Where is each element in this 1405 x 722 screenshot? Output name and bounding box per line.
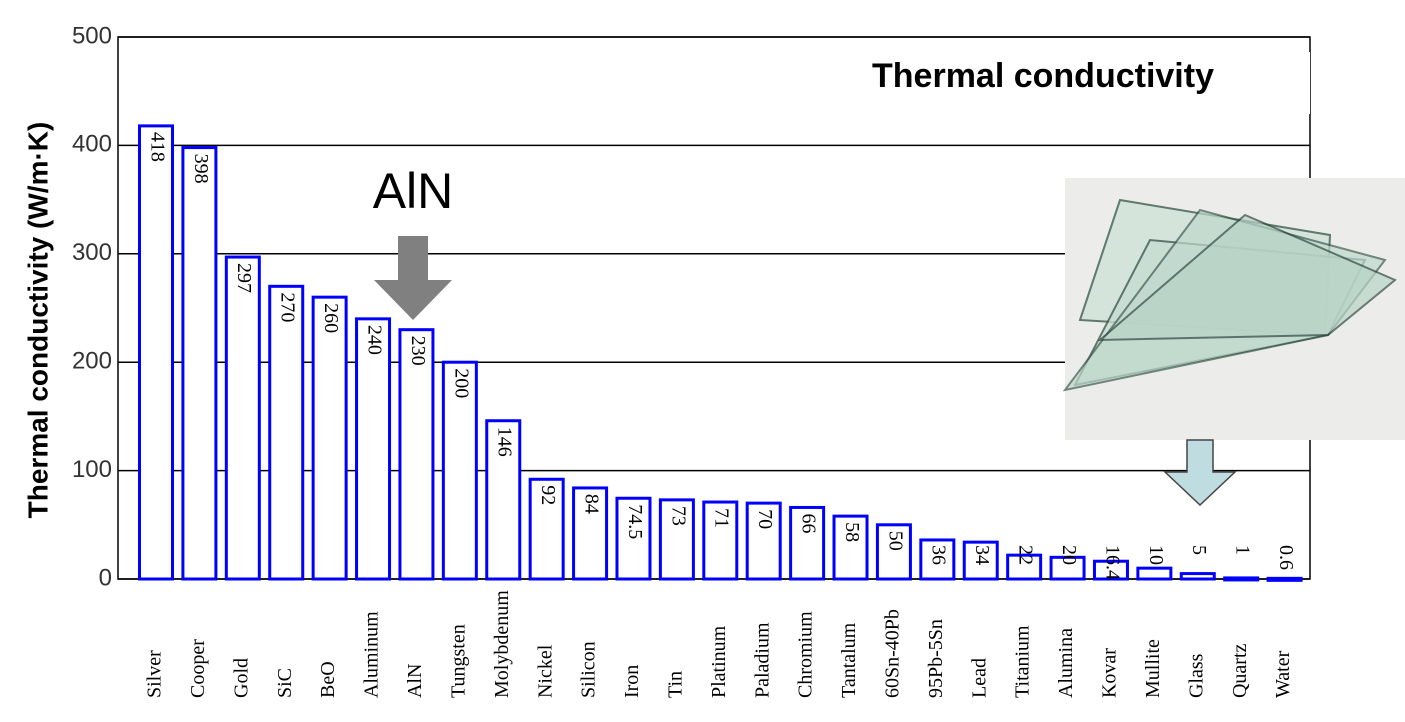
value-label: 0.6 bbox=[1275, 545, 1297, 570]
x-tick-label: Platinum bbox=[708, 625, 730, 698]
value-label: 200 bbox=[450, 368, 472, 398]
chart: 0 100 200 300 400 500 418 Silver 398 Cooper 297 Gol… bbox=[0, 0, 1405, 722]
x-tick-label: AlN bbox=[404, 664, 426, 698]
value-label: 34 bbox=[971, 545, 993, 565]
bar bbox=[1181, 574, 1214, 579]
y-tick-label: 400 bbox=[72, 131, 112, 158]
value-label: 16.4 bbox=[1101, 545, 1123, 580]
y-tick-label: 500 bbox=[72, 22, 112, 49]
y-tick-label: 300 bbox=[72, 239, 112, 266]
x-tick-label: Alumina bbox=[1055, 628, 1077, 698]
value-label: 66 bbox=[798, 513, 820, 533]
value-label: 84 bbox=[580, 494, 602, 514]
x-tick-label: Tungsten bbox=[447, 624, 469, 698]
chart-title: Thermal conductivity bbox=[872, 57, 1214, 95]
x-tick-label: Tantalum bbox=[838, 622, 860, 698]
bar bbox=[270, 286, 303, 579]
x-tick-label: Kovar bbox=[1099, 648, 1121, 698]
y-tick-label: 0 bbox=[99, 564, 112, 591]
x-tick-label: Lead bbox=[968, 658, 990, 698]
value-label: 146 bbox=[494, 427, 516, 457]
x-tick-label: Molybdenum bbox=[491, 590, 513, 698]
value-label: 418 bbox=[146, 132, 168, 162]
bar bbox=[1138, 568, 1171, 579]
x-tick-label: Tin bbox=[664, 671, 686, 698]
x-tick-label: SiC bbox=[274, 668, 296, 698]
x-tick-label: Nickel bbox=[534, 644, 556, 698]
x-tick-label: Iron bbox=[621, 665, 643, 698]
value-label: 92 bbox=[537, 485, 559, 505]
value-label: 22 bbox=[1015, 545, 1037, 565]
value-label: 10 bbox=[1145, 545, 1167, 565]
blank-box bbox=[553, 160, 1135, 208]
x-tick-label: Titanium bbox=[1012, 625, 1034, 698]
x-tick-label: Chromium bbox=[795, 611, 817, 698]
x-tick-label: Gold bbox=[230, 658, 252, 698]
value-label: 5 bbox=[1188, 545, 1210, 555]
bar bbox=[226, 257, 259, 579]
value-label: 74.5 bbox=[624, 504, 646, 539]
value-label: 50 bbox=[884, 531, 906, 551]
x-tick-label: BeO bbox=[317, 661, 339, 698]
x-tick-label: Water bbox=[1272, 650, 1294, 698]
x-tick-label: Paladium bbox=[751, 622, 773, 698]
x-tick-label: Aluminum bbox=[361, 611, 383, 698]
x-tick-label: Quartz bbox=[1229, 643, 1251, 698]
value-label: 1 bbox=[1232, 545, 1254, 555]
value-label: 71 bbox=[711, 508, 733, 528]
value-label: 58 bbox=[841, 522, 863, 542]
x-tick-label: Glass bbox=[1185, 653, 1207, 698]
bar bbox=[357, 319, 390, 579]
x-tick-label: Mullite bbox=[1142, 639, 1164, 698]
y-axis-title: Thermal conductivity (W/m·K) bbox=[22, 122, 53, 519]
x-tick-label: Silicon bbox=[578, 641, 600, 698]
value-label: 36 bbox=[928, 545, 950, 565]
bar bbox=[1268, 578, 1301, 580]
glass-photo bbox=[1065, 178, 1405, 440]
x-tick-label: Cooper bbox=[187, 639, 209, 698]
value-label: 260 bbox=[320, 303, 342, 333]
annotation: AlN bbox=[373, 163, 454, 219]
bar bbox=[140, 126, 173, 579]
value-label: 73 bbox=[667, 506, 689, 526]
value-label: 20 bbox=[1058, 545, 1080, 565]
y-tick-label: 100 bbox=[72, 456, 112, 483]
value-label: 270 bbox=[277, 292, 299, 322]
x-tick-label: Silver bbox=[144, 650, 166, 698]
value-label: 70 bbox=[754, 509, 776, 529]
bar bbox=[313, 297, 346, 579]
value-label: 230 bbox=[407, 336, 429, 366]
value-label: 240 bbox=[363, 325, 385, 355]
x-tick-label: 95Pb-5Sn bbox=[925, 619, 947, 698]
value-label: 297 bbox=[233, 263, 255, 293]
value-label: 398 bbox=[190, 154, 212, 184]
bar bbox=[400, 330, 433, 579]
x-tick-label: 60Sn-40Pb bbox=[882, 609, 904, 698]
bar bbox=[183, 148, 216, 579]
bar bbox=[1225, 578, 1258, 580]
y-tick-label: 200 bbox=[72, 348, 112, 375]
